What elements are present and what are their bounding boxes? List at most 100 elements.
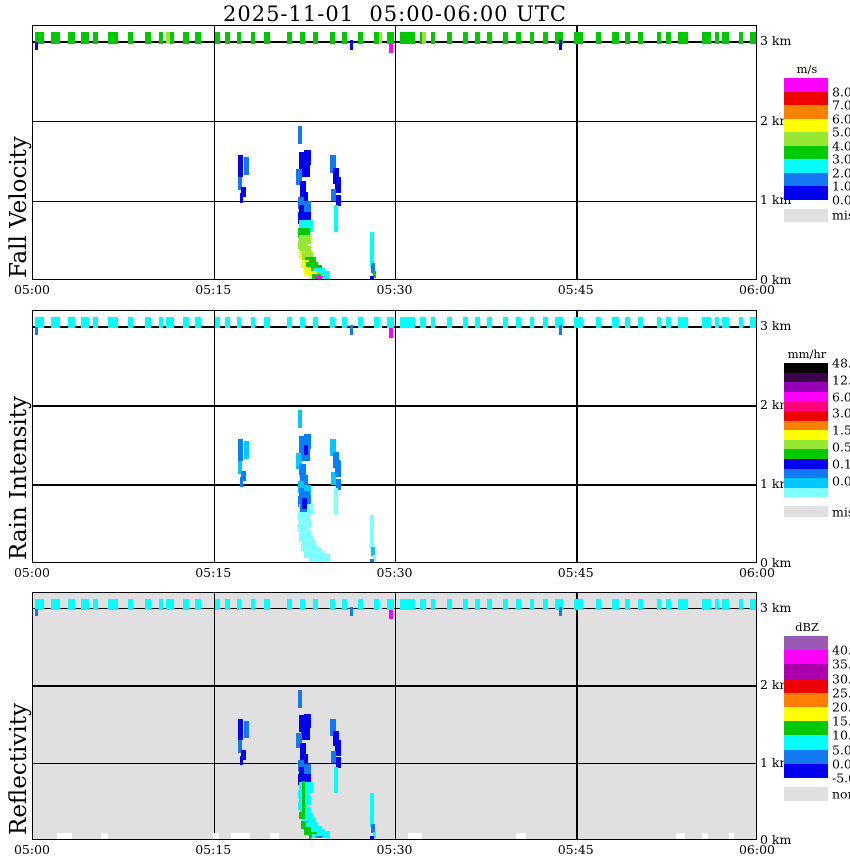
clutter-mark-3km [555, 317, 564, 329]
precip-cell [297, 228, 310, 238]
plot-area-rain-intensity[interactable] [32, 310, 757, 563]
clutter-mark-3km [128, 32, 134, 44]
precip-cell [370, 276, 374, 279]
precip-cell [336, 757, 342, 769]
clutter-mark-3km [503, 32, 508, 44]
clutter-mark-3km [263, 599, 270, 611]
colorbar-swatch [784, 391, 828, 402]
precip-cell [300, 743, 307, 760]
precip-cell [302, 535, 314, 544]
colorbar-swatch [784, 439, 828, 450]
precip-cell [370, 231, 374, 267]
y-tick-label: 0 km [760, 272, 792, 287]
precip-cell [240, 186, 246, 198]
y-tick-label: 2 km [760, 677, 792, 692]
clutter-mark-3km [666, 32, 671, 44]
x-tick-label: 06:00 [738, 842, 776, 857]
precip-cell [297, 689, 303, 708]
clutter-mark-3km [714, 317, 720, 329]
precip-cell [333, 766, 338, 793]
plot-area-fall-velocity[interactable] [32, 25, 757, 280]
clutter-mark-3km [638, 317, 644, 329]
colorbar-tick-label: 7.0 [832, 97, 850, 113]
precip-cell [372, 271, 377, 278]
precip-cell [297, 212, 311, 224]
clutter-mark-3km [35, 32, 44, 44]
clutter-mark-3km [107, 317, 118, 329]
clutter-mark-3km [34, 608, 39, 617]
clutter-mark-3km [168, 599, 175, 611]
gridline-horizontal [33, 326, 756, 328]
clutter-mark-3km [430, 599, 436, 611]
clutter-mark-3km [313, 599, 319, 611]
no-data-mark [100, 833, 108, 839]
clutter-mark-3km [378, 317, 383, 329]
clutter-mark-3km [158, 317, 164, 329]
plot-area-reflectivity[interactable] [32, 592, 757, 840]
precip-cell [303, 827, 311, 835]
precip-cell [332, 167, 339, 184]
precip-cell [315, 559, 323, 562]
x-tick-label: 05:30 [376, 842, 413, 857]
gridline-horizontal [33, 200, 756, 203]
clutter-mark-3km [463, 317, 468, 329]
precip-cell [302, 191, 309, 206]
precip-cell-core [301, 780, 305, 820]
clutter-mark-3km [300, 32, 305, 44]
clutter-mark-3km [215, 599, 221, 611]
clutter-mark-3km [93, 32, 99, 44]
no-data-mark [269, 833, 280, 839]
clutter-mark-3km [430, 317, 436, 329]
precip-cell [244, 720, 250, 738]
clutter-mark-3km [529, 599, 535, 611]
clutter-mark-3km [286, 32, 292, 44]
precip-cell [297, 524, 308, 533]
colorbar-swatch [784, 487, 828, 498]
clutter-mark-3km [389, 610, 394, 620]
clutter-mark-3km [107, 599, 118, 611]
clutter-mark-3km [225, 599, 230, 611]
precip-cell [330, 718, 337, 736]
clutter-mark-3km [463, 32, 468, 44]
precip-cell [303, 434, 311, 449]
precip-cell [335, 740, 342, 756]
clutter-mark-3km [702, 32, 711, 44]
x-tick-label: 05:30 [376, 565, 413, 580]
clutter-mark-3km [656, 32, 662, 44]
x-tick-label: 05:00 [13, 565, 51, 580]
y-tick-label: 0 km [760, 832, 792, 847]
x-tick-label: 05:00 [13, 282, 51, 297]
clutter-mark-3km [596, 599, 601, 611]
y-tick-label: 3 km [760, 317, 792, 333]
clutter-mark-3km [400, 317, 415, 329]
precip-cell [318, 553, 331, 561]
precip-cell [335, 177, 342, 194]
colorbar-swatch [784, 692, 828, 707]
precip-cell [297, 197, 304, 210]
precip-cell [298, 766, 305, 779]
precip-cell [298, 488, 305, 501]
precip-cell [238, 439, 244, 462]
colorbar-tick-label: 10.0 [832, 727, 850, 743]
colorbar-swatch [784, 145, 828, 159]
colorbar-missing-swatch [784, 506, 828, 518]
clutter-mark-3km [666, 599, 671, 611]
colorbar-tick-label: 0.1 [832, 456, 850, 472]
precip-cell [372, 831, 377, 838]
clutter-mark-3km [503, 317, 508, 329]
colorbar-swatch [784, 721, 828, 736]
colorbar-swatch [784, 91, 828, 105]
clutter-mark-3km [250, 32, 256, 44]
clutter-mark-3km [342, 599, 348, 611]
clutter-mark-3km [194, 32, 201, 44]
clutter-mark-3km [373, 32, 379, 44]
precip-cell [239, 477, 244, 487]
panel-reflectivity [32, 592, 757, 840]
clutter-mark-3km [447, 32, 453, 44]
clutter-mark-3km [313, 317, 319, 329]
precip-cell [371, 823, 375, 834]
clutter-mark-3km [430, 32, 436, 44]
precip-cell [304, 817, 316, 826]
clutter-mark-3km [542, 599, 548, 611]
precip-cell [297, 511, 310, 522]
